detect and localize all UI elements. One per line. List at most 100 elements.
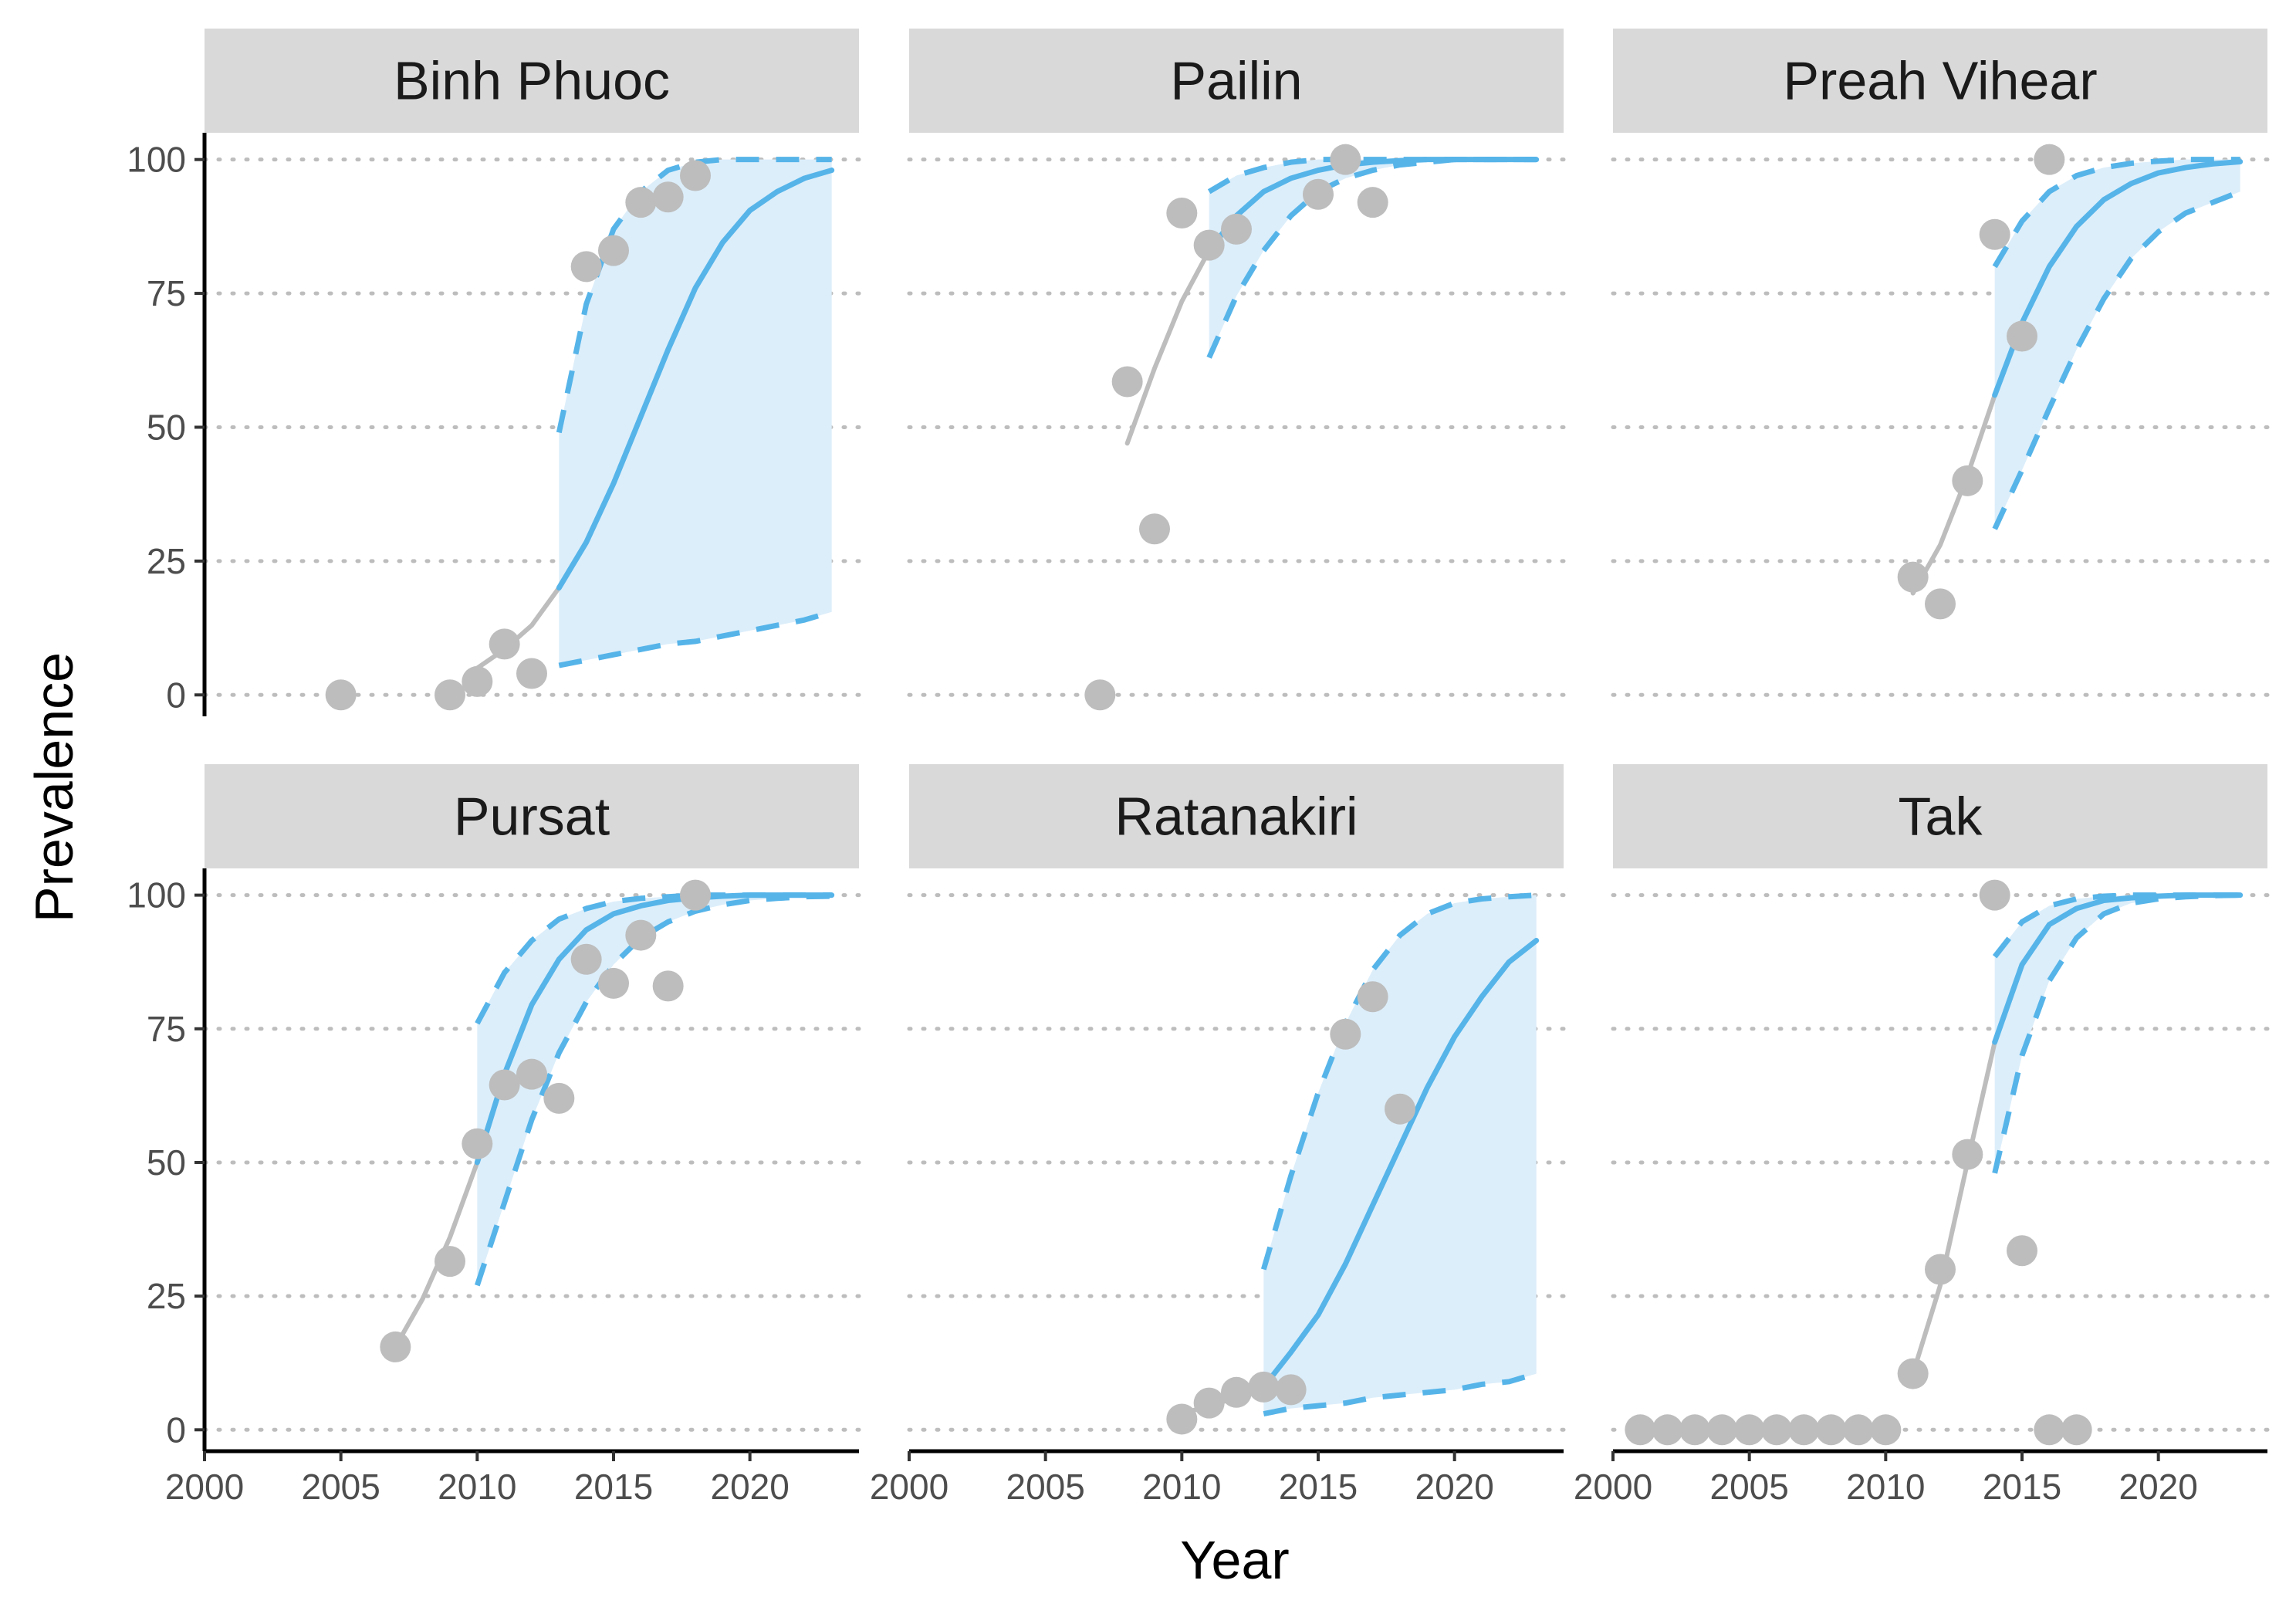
strip-label-tak: Tak — [1899, 787, 1983, 847]
x-tick-label-tak-2005: 2005 — [1709, 1467, 1788, 1507]
lower-bound-binh-phuoc — [558, 609, 833, 668]
data-point-pursat-7 — [598, 967, 629, 999]
data-point-preah-vihear-1 — [1925, 588, 1956, 620]
data-point-tak-16 — [2061, 1414, 2092, 1446]
x-tick-label-ratanakiri-2005: 2005 — [1006, 1467, 1084, 1507]
x-axis-title: Year — [1180, 1530, 1289, 1590]
data-point-pursat-6 — [570, 943, 602, 975]
x-tick-label-ratanakiri-2010: 2010 — [1142, 1467, 1221, 1507]
data-point-pursat-3 — [489, 1069, 520, 1101]
data-point-tak-0 — [1625, 1414, 1656, 1446]
data-point-tak-8 — [1843, 1414, 1874, 1446]
y-tick-label-binh-phuoc-0: 0 — [166, 675, 186, 715]
x-tick-label-pursat-2015: 2015 — [574, 1467, 653, 1507]
data-point-pailin-0 — [1084, 679, 1116, 711]
x-tick-label-tak-2020: 2020 — [2118, 1467, 2197, 1507]
lower-bound-pailin — [1206, 157, 1537, 359]
data-point-preah-vihear-4 — [2007, 320, 2037, 352]
data-point-pailin-3 — [1166, 198, 1198, 229]
y-tick-label-pursat-75: 75 — [147, 1009, 186, 1049]
data-point-pursat-8 — [625, 919, 657, 951]
lower-bound-preah-vihear — [1992, 189, 2241, 530]
data-point-ratanakiri-5 — [1330, 1018, 1361, 1050]
ribbon-binh-phuoc — [559, 159, 832, 666]
panel-binh-phuoc: Binh Phuoc 0 25 50 75 100 — [127, 29, 861, 716]
data-point-tak-13 — [1979, 879, 2010, 911]
data-point-tak-10 — [1897, 1358, 1929, 1389]
data-point-ratanakiri-7 — [1385, 1093, 1415, 1125]
data-point-binh-phuoc-5 — [570, 251, 602, 283]
x-tick-label-pursat-2020: 2020 — [710, 1467, 789, 1507]
data-point-tak-3 — [1706, 1414, 1738, 1446]
data-point-pursat-0 — [380, 1331, 411, 1362]
upper-bound-pailin — [1207, 157, 1537, 195]
data-point-tak-2 — [1679, 1414, 1710, 1446]
data-point-tak-9 — [1870, 1414, 1902, 1446]
lower-bound-tak — [1992, 892, 2240, 1174]
data-point-pursat-1 — [435, 1246, 465, 1278]
data-point-pursat-9 — [652, 970, 684, 1002]
strip-tak — [1613, 764, 2267, 868]
data-point-preah-vihear-0 — [1897, 561, 1929, 593]
x-tick-label-pursat-2010: 2010 — [438, 1467, 516, 1507]
data-point-ratanakiri-1 — [1193, 1387, 1225, 1419]
strip-preah-vihear — [1613, 29, 2267, 133]
data-point-binh-phuoc-1 — [435, 679, 465, 711]
x-tick-label-tak-2000: 2000 — [1574, 1467, 1652, 1507]
x-tick-label-ratanakiri-2000: 2000 — [870, 1467, 948, 1507]
strip-ratanakiri — [909, 764, 1564, 868]
data-point-preah-vihear-5 — [2034, 144, 2065, 175]
data-point-binh-phuoc-2 — [462, 665, 493, 697]
strip-label-ratanakiri: Ratanakiri — [1114, 787, 1358, 847]
y-tick-label-binh-phuoc-100: 100 — [127, 140, 186, 180]
data-point-tak-11 — [1925, 1254, 1956, 1285]
data-point-binh-phuoc-4 — [516, 658, 547, 689]
data-point-tak-15 — [2034, 1414, 2065, 1446]
x-tick-label-tak-2015: 2015 — [1983, 1467, 2061, 1507]
data-point-pailin-2 — [1139, 513, 1170, 545]
x-tick-label-ratanakiri-2020: 2020 — [1415, 1467, 1493, 1507]
strip-label-binh-phuoc: Binh Phuoc — [394, 51, 670, 111]
upper-bound-preah-vihear — [1992, 157, 2240, 269]
data-point-pailin-1 — [1111, 366, 1143, 398]
panels-layer: Binh Phuoc 0 25 50 75 100 Pailin Preah Vihear Pu… — [127, 29, 2270, 1507]
data-point-pursat-5 — [543, 1082, 575, 1114]
fitted-line-binh-phuoc — [475, 585, 562, 671]
data-point-ratanakiri-6 — [1357, 981, 1388, 1013]
data-point-pursat-10 — [680, 879, 711, 911]
fitted-line-tak — [1910, 1040, 1997, 1376]
data-point-ratanakiri-4 — [1275, 1374, 1307, 1406]
projection-line-binh-phuoc — [556, 168, 835, 591]
data-point-tak-6 — [1788, 1414, 1820, 1446]
projection-line-tak — [1992, 892, 2244, 1045]
panel-ratanakiri: Ratanakiri 2000 2005 2010 2015 2020 — [870, 764, 1566, 1507]
data-point-preah-vihear-3 — [1979, 218, 2010, 250]
data-point-tak-7 — [1815, 1414, 1847, 1446]
x-tick-label-tak-2010: 2010 — [1846, 1467, 1925, 1507]
projection-line-preah-vihear — [1992, 158, 2244, 398]
strip-label-pailin: Pailin — [1170, 51, 1302, 111]
y-tick-label-binh-phuoc-50: 50 — [147, 407, 186, 447]
y-tick-label-pursat-25: 25 — [147, 1276, 186, 1316]
upper-bound-tak — [1992, 892, 2240, 959]
panel-preah-vihear: Preah Vihear — [1611, 29, 2270, 697]
data-point-pursat-4 — [516, 1058, 547, 1090]
y-tick-label-binh-phuoc-75: 75 — [147, 273, 186, 313]
data-point-tak-5 — [1761, 1414, 1792, 1446]
data-point-tak-12 — [1952, 1139, 1983, 1170]
y-tick-label-pursat-100: 100 — [127, 875, 186, 915]
data-point-ratanakiri-3 — [1248, 1371, 1280, 1403]
strip-pailin — [909, 29, 1564, 133]
ribbon-tak — [1994, 895, 2240, 1173]
upper-bound-binh-phuoc — [556, 157, 832, 434]
fitted-line-pailin — [1124, 248, 1212, 446]
data-point-pursat-2 — [462, 1128, 493, 1159]
ribbon-pailin — [1209, 159, 1537, 358]
data-point-pailin-5 — [1221, 213, 1252, 245]
panel-pailin: Pailin — [907, 29, 1566, 711]
data-point-binh-phuoc-3 — [489, 628, 520, 660]
projection-line-pursat — [474, 892, 835, 1166]
upper-bound-ratanakiri — [1260, 892, 1537, 1271]
strip-pursat — [205, 764, 859, 868]
